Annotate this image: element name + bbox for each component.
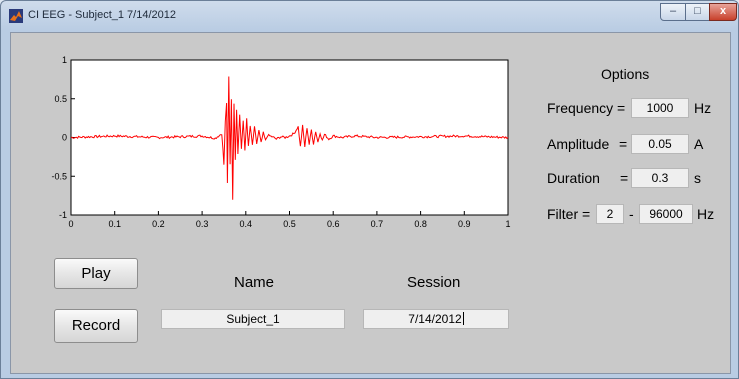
duration-input[interactable]: 0.3: [631, 168, 689, 188]
frequency-input[interactable]: 1000: [631, 98, 689, 118]
x-tick-label: 0: [68, 219, 73, 229]
duration-equals: =: [620, 170, 629, 186]
record-button[interactable]: Record: [54, 309, 138, 343]
minimize-button[interactable]: –: [660, 3, 686, 21]
session-label: Session: [407, 274, 461, 291]
y-tick-label: 0.5: [54, 94, 67, 104]
y-tick-label: 0: [62, 133, 67, 143]
figure-panel: 0 0.1 0.2 0.3 0.4 0.5 0.6 0.7 0.8 0.9 1 1 0.5 0 -0.5 -1…: [10, 32, 731, 374]
session-value: 7/14/2012: [408, 312, 462, 326]
maximize-button[interactable]: □: [685, 3, 710, 21]
frequency-unit: Hz: [694, 100, 712, 116]
x-tick-label: 0.3: [196, 219, 209, 229]
window-title: CI EEG - Subject_1 7/14/2012: [28, 9, 176, 21]
y-tick-label: 1: [62, 55, 67, 65]
signal-line: [70, 76, 509, 200]
text-caret: [462, 312, 464, 325]
y-tick-label: -0.5: [51, 171, 67, 181]
filter-low-input[interactable]: 2: [596, 204, 624, 224]
y-tick-label: -1: [59, 210, 67, 220]
frequency-label: Frequency =: [547, 100, 626, 116]
play-button[interactable]: Play: [54, 258, 138, 289]
filter-separator: -: [629, 206, 634, 222]
x-tick-label: 0.6: [327, 219, 340, 229]
amplitude-equals: =: [619, 136, 628, 152]
x-tick-label: 0.4: [240, 219, 253, 229]
x-tick-label: 0.2: [152, 219, 165, 229]
duration-label: Duration: [547, 170, 600, 186]
filter-high-input[interactable]: 96000: [639, 204, 693, 224]
name-input[interactable]: Subject_1: [161, 309, 345, 329]
x-tick-label: 1: [505, 219, 510, 229]
session-input[interactable]: 7/14/2012: [363, 309, 509, 329]
x-tick-label: 0.5: [283, 219, 296, 229]
matlab-logo-icon: [9, 9, 23, 23]
filter-unit: Hz: [697, 206, 715, 222]
amplitude-label: Amplitude: [547, 136, 610, 152]
x-tick-label: 0.9: [458, 219, 471, 229]
x-tick-label: 0.8: [414, 219, 427, 229]
title-bar[interactable]: CI EEG - Subject_1 7/14/2012 – □ x: [1, 1, 738, 31]
options-heading: Options: [601, 66, 650, 82]
eeg-signal-chart: 0 0.1 0.2 0.3 0.4 0.5 0.6 0.7 0.8 0.9 1 1 0.5 0 -0.5 -1: [51, 55, 510, 229]
plot-area: [70, 59, 509, 216]
x-tick-label: 0.1: [108, 219, 121, 229]
amplitude-input[interactable]: 0.05: [631, 134, 689, 154]
name-label: Name: [234, 274, 275, 291]
filter-label: Filter =: [547, 206, 591, 222]
close-button[interactable]: x: [709, 3, 737, 21]
x-tick-label: 0.7: [371, 219, 384, 229]
duration-unit: s: [694, 170, 701, 186]
amplitude-unit: A: [694, 136, 704, 152]
